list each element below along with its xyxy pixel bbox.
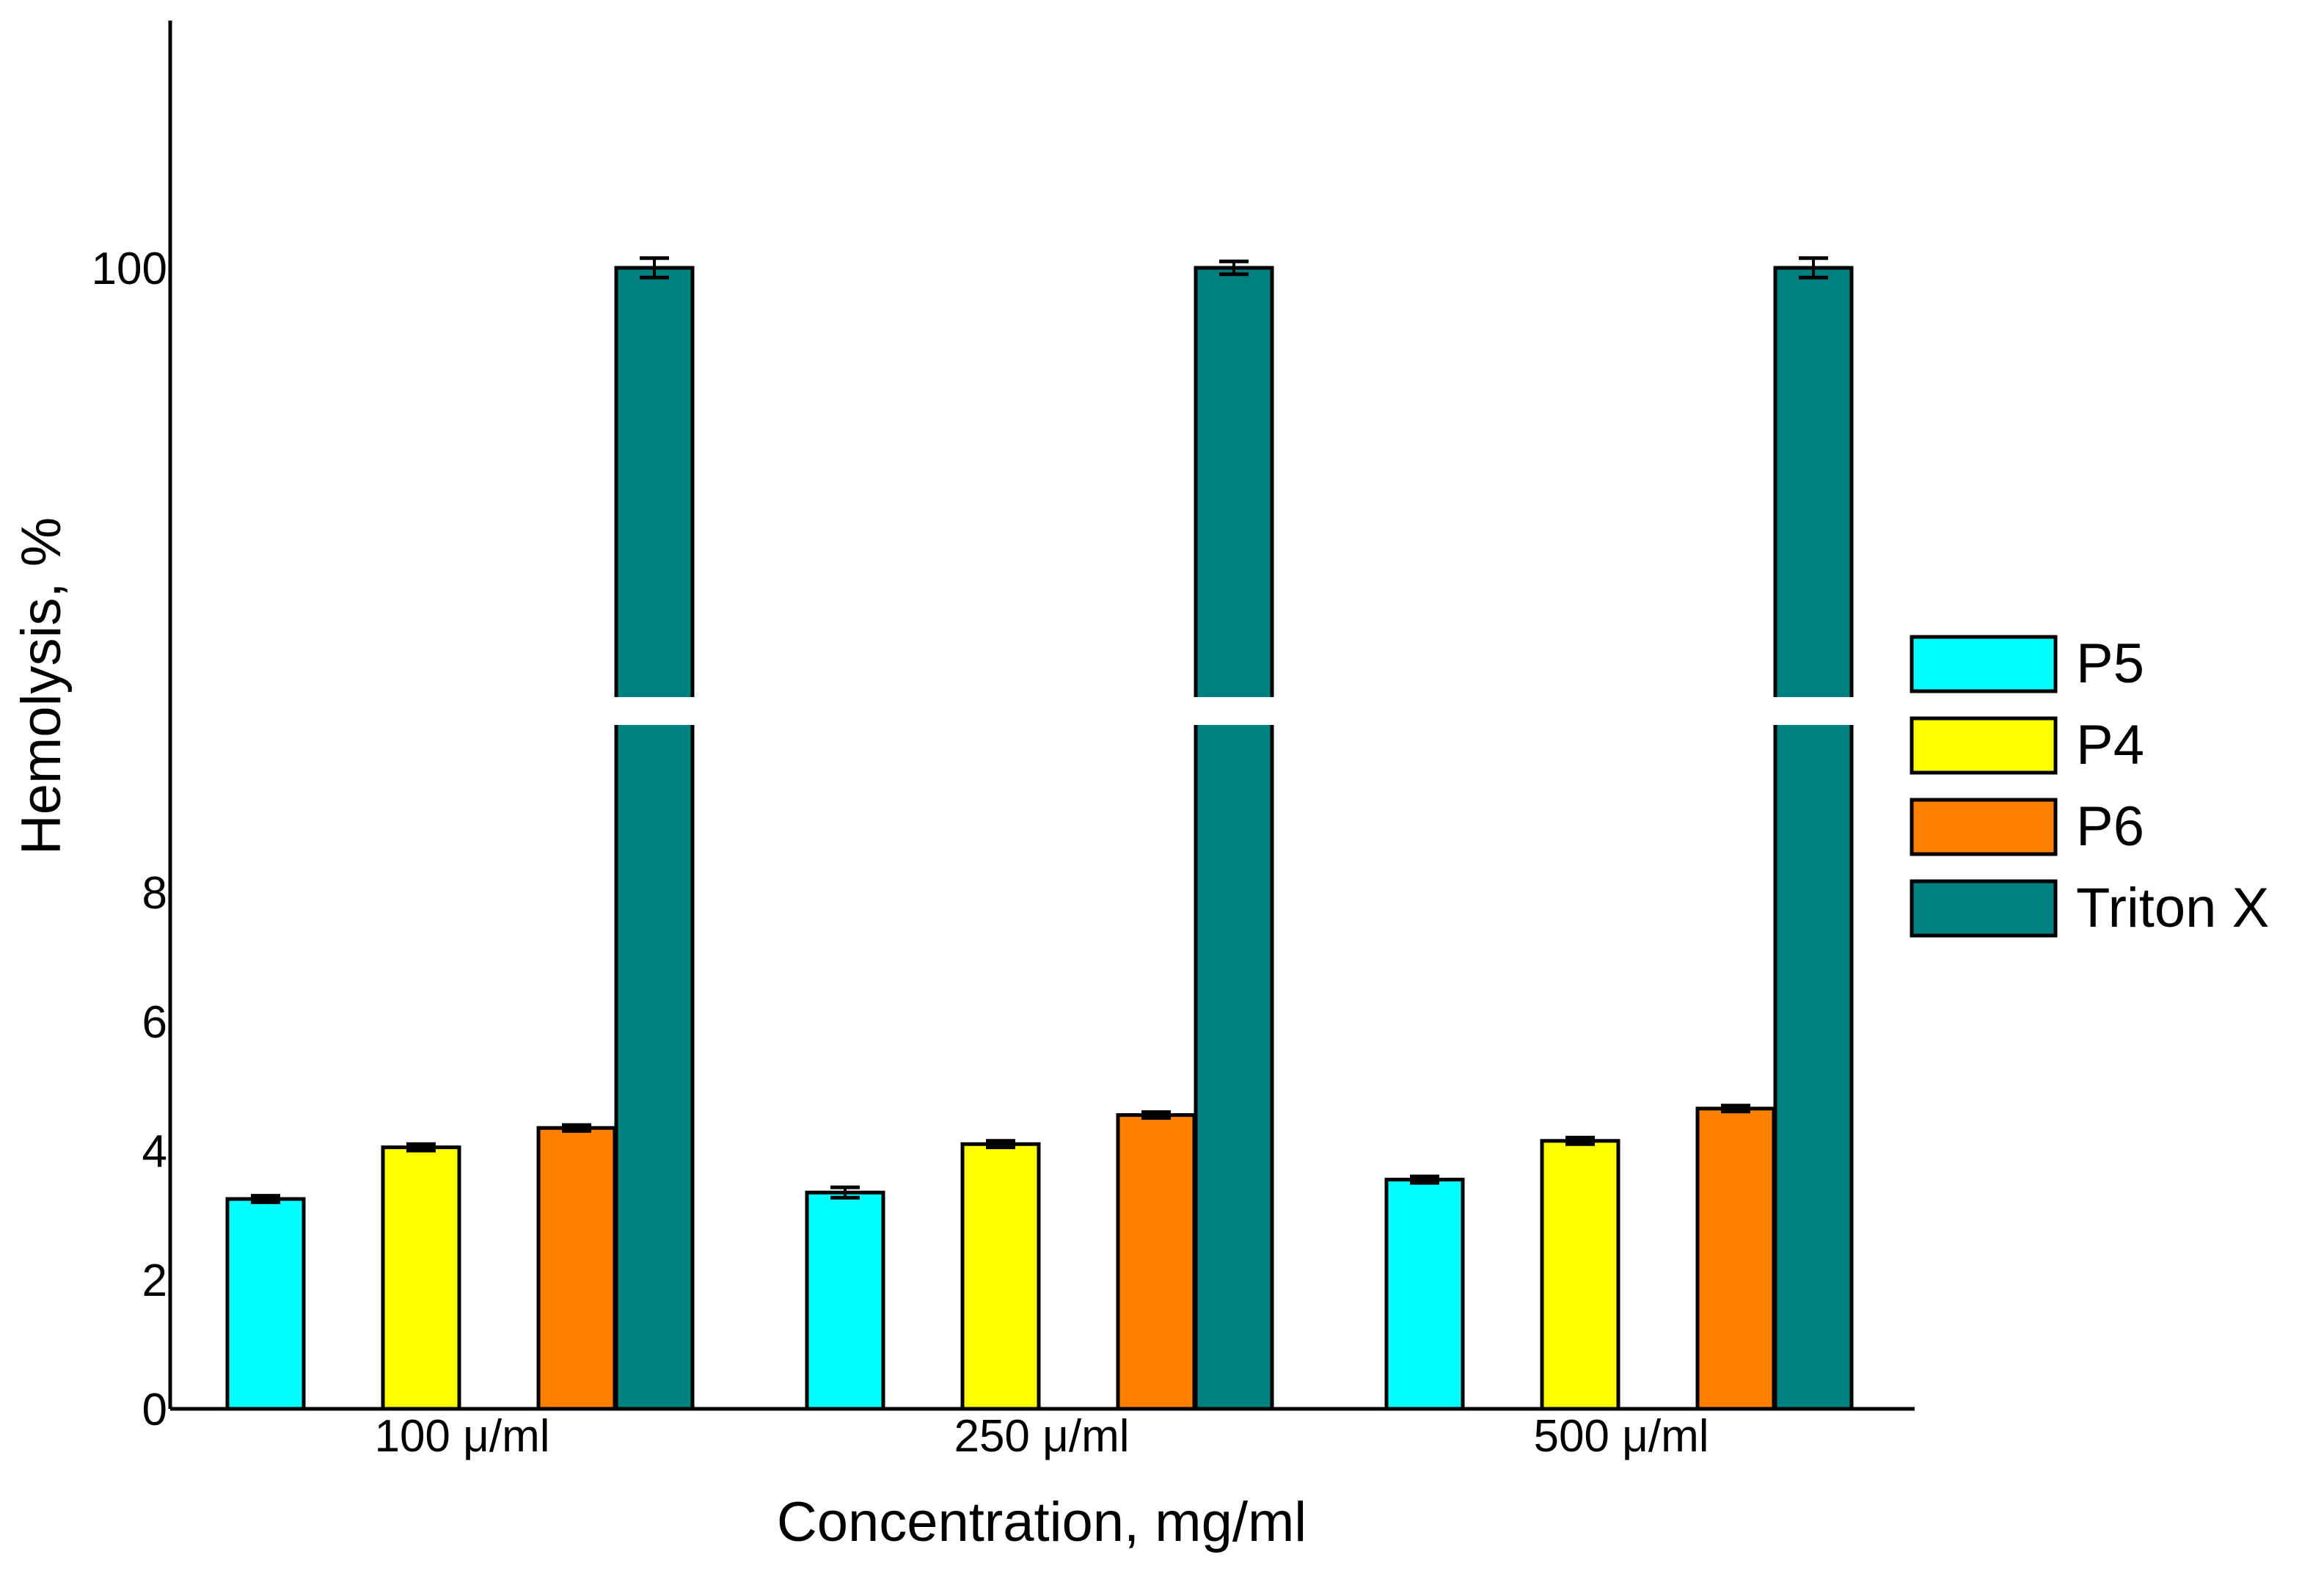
legend-label-p6: P6 <box>2076 795 2144 858</box>
error-bar-p5-3 <box>1410 1174 1439 1185</box>
bar-p4-1 <box>381 1145 461 1411</box>
error-bar-triton-x-3 <box>1799 256 1828 280</box>
legend-label-p4: P4 <box>2076 714 2144 776</box>
y-tick-label-100: 100 <box>92 244 167 294</box>
error-bar-p6-3 <box>1721 1104 1750 1114</box>
legend-swatch-p4 <box>1910 716 2058 775</box>
axis-break-gap-1 <box>612 697 697 725</box>
axes-layer <box>168 21 1915 1411</box>
y-tick-label-6: 6 <box>142 997 167 1048</box>
y-tick-label-4: 4 <box>142 1126 167 1177</box>
y-tick-label-8: 8 <box>142 868 167 919</box>
error-bar-p6-2 <box>1141 1110 1171 1120</box>
bar-p5-2 <box>805 1190 885 1411</box>
legend-swatch-p6 <box>1910 798 2058 856</box>
x-axis-title: Concentration, mg/ml <box>777 1491 1307 1553</box>
bars-layer <box>225 256 1856 1411</box>
axis-break-gap-3 <box>1771 697 1856 725</box>
legend-label-triton-x: Triton X <box>2076 877 2269 939</box>
bar-p4-3 <box>1540 1139 1620 1411</box>
error-bar-triton-x-2 <box>1219 259 1249 277</box>
error-bar-p4-2 <box>986 1139 1015 1150</box>
bar-p4-2 <box>960 1142 1041 1411</box>
error-bar-triton-x-1 <box>640 256 669 280</box>
error-bar-p5-2 <box>830 1185 860 1200</box>
error-bar-p4-1 <box>406 1142 436 1153</box>
bar-p6-2 <box>1116 1113 1196 1411</box>
bar-triton-x-3 <box>1773 266 1854 1411</box>
category-label-1: 100 μ/ml <box>374 1411 549 1462</box>
axis-break-gap-2 <box>1191 697 1276 725</box>
legend-swatch-triton-x <box>1910 879 2058 938</box>
category-labels: 100 μ/ml 250 μ/ml 500 μ/ml <box>374 1411 1709 1462</box>
category-label-3: 500 μ/ml <box>1533 1411 1709 1462</box>
error-bar-p4-3 <box>1565 1135 1595 1146</box>
bar-p6-1 <box>536 1126 617 1411</box>
error-bar-p6-1 <box>562 1123 591 1133</box>
y-axis-title: Hemolysis, % <box>10 517 73 855</box>
legend: P5 P4 P6 Triton X <box>1910 633 2269 939</box>
legend-label-p5: P5 <box>2076 633 2144 695</box>
y-tick-label-0: 0 <box>142 1385 167 1435</box>
y-tick-label-2: 2 <box>142 1255 167 1306</box>
error-bar-p5-1 <box>251 1194 280 1204</box>
legend-swatch-p5 <box>1910 635 2058 693</box>
bar-p5-3 <box>1384 1178 1465 1411</box>
bar-triton-x-1 <box>614 266 695 1411</box>
bar-p6-3 <box>1695 1107 1776 1411</box>
bar-p5-1 <box>225 1197 306 1411</box>
category-label-2: 250 μ/ml <box>954 1411 1129 1462</box>
bar-triton-x-2 <box>1194 266 1274 1411</box>
ticks-layer: 0 2 4 6 8 100 <box>92 244 167 1435</box>
